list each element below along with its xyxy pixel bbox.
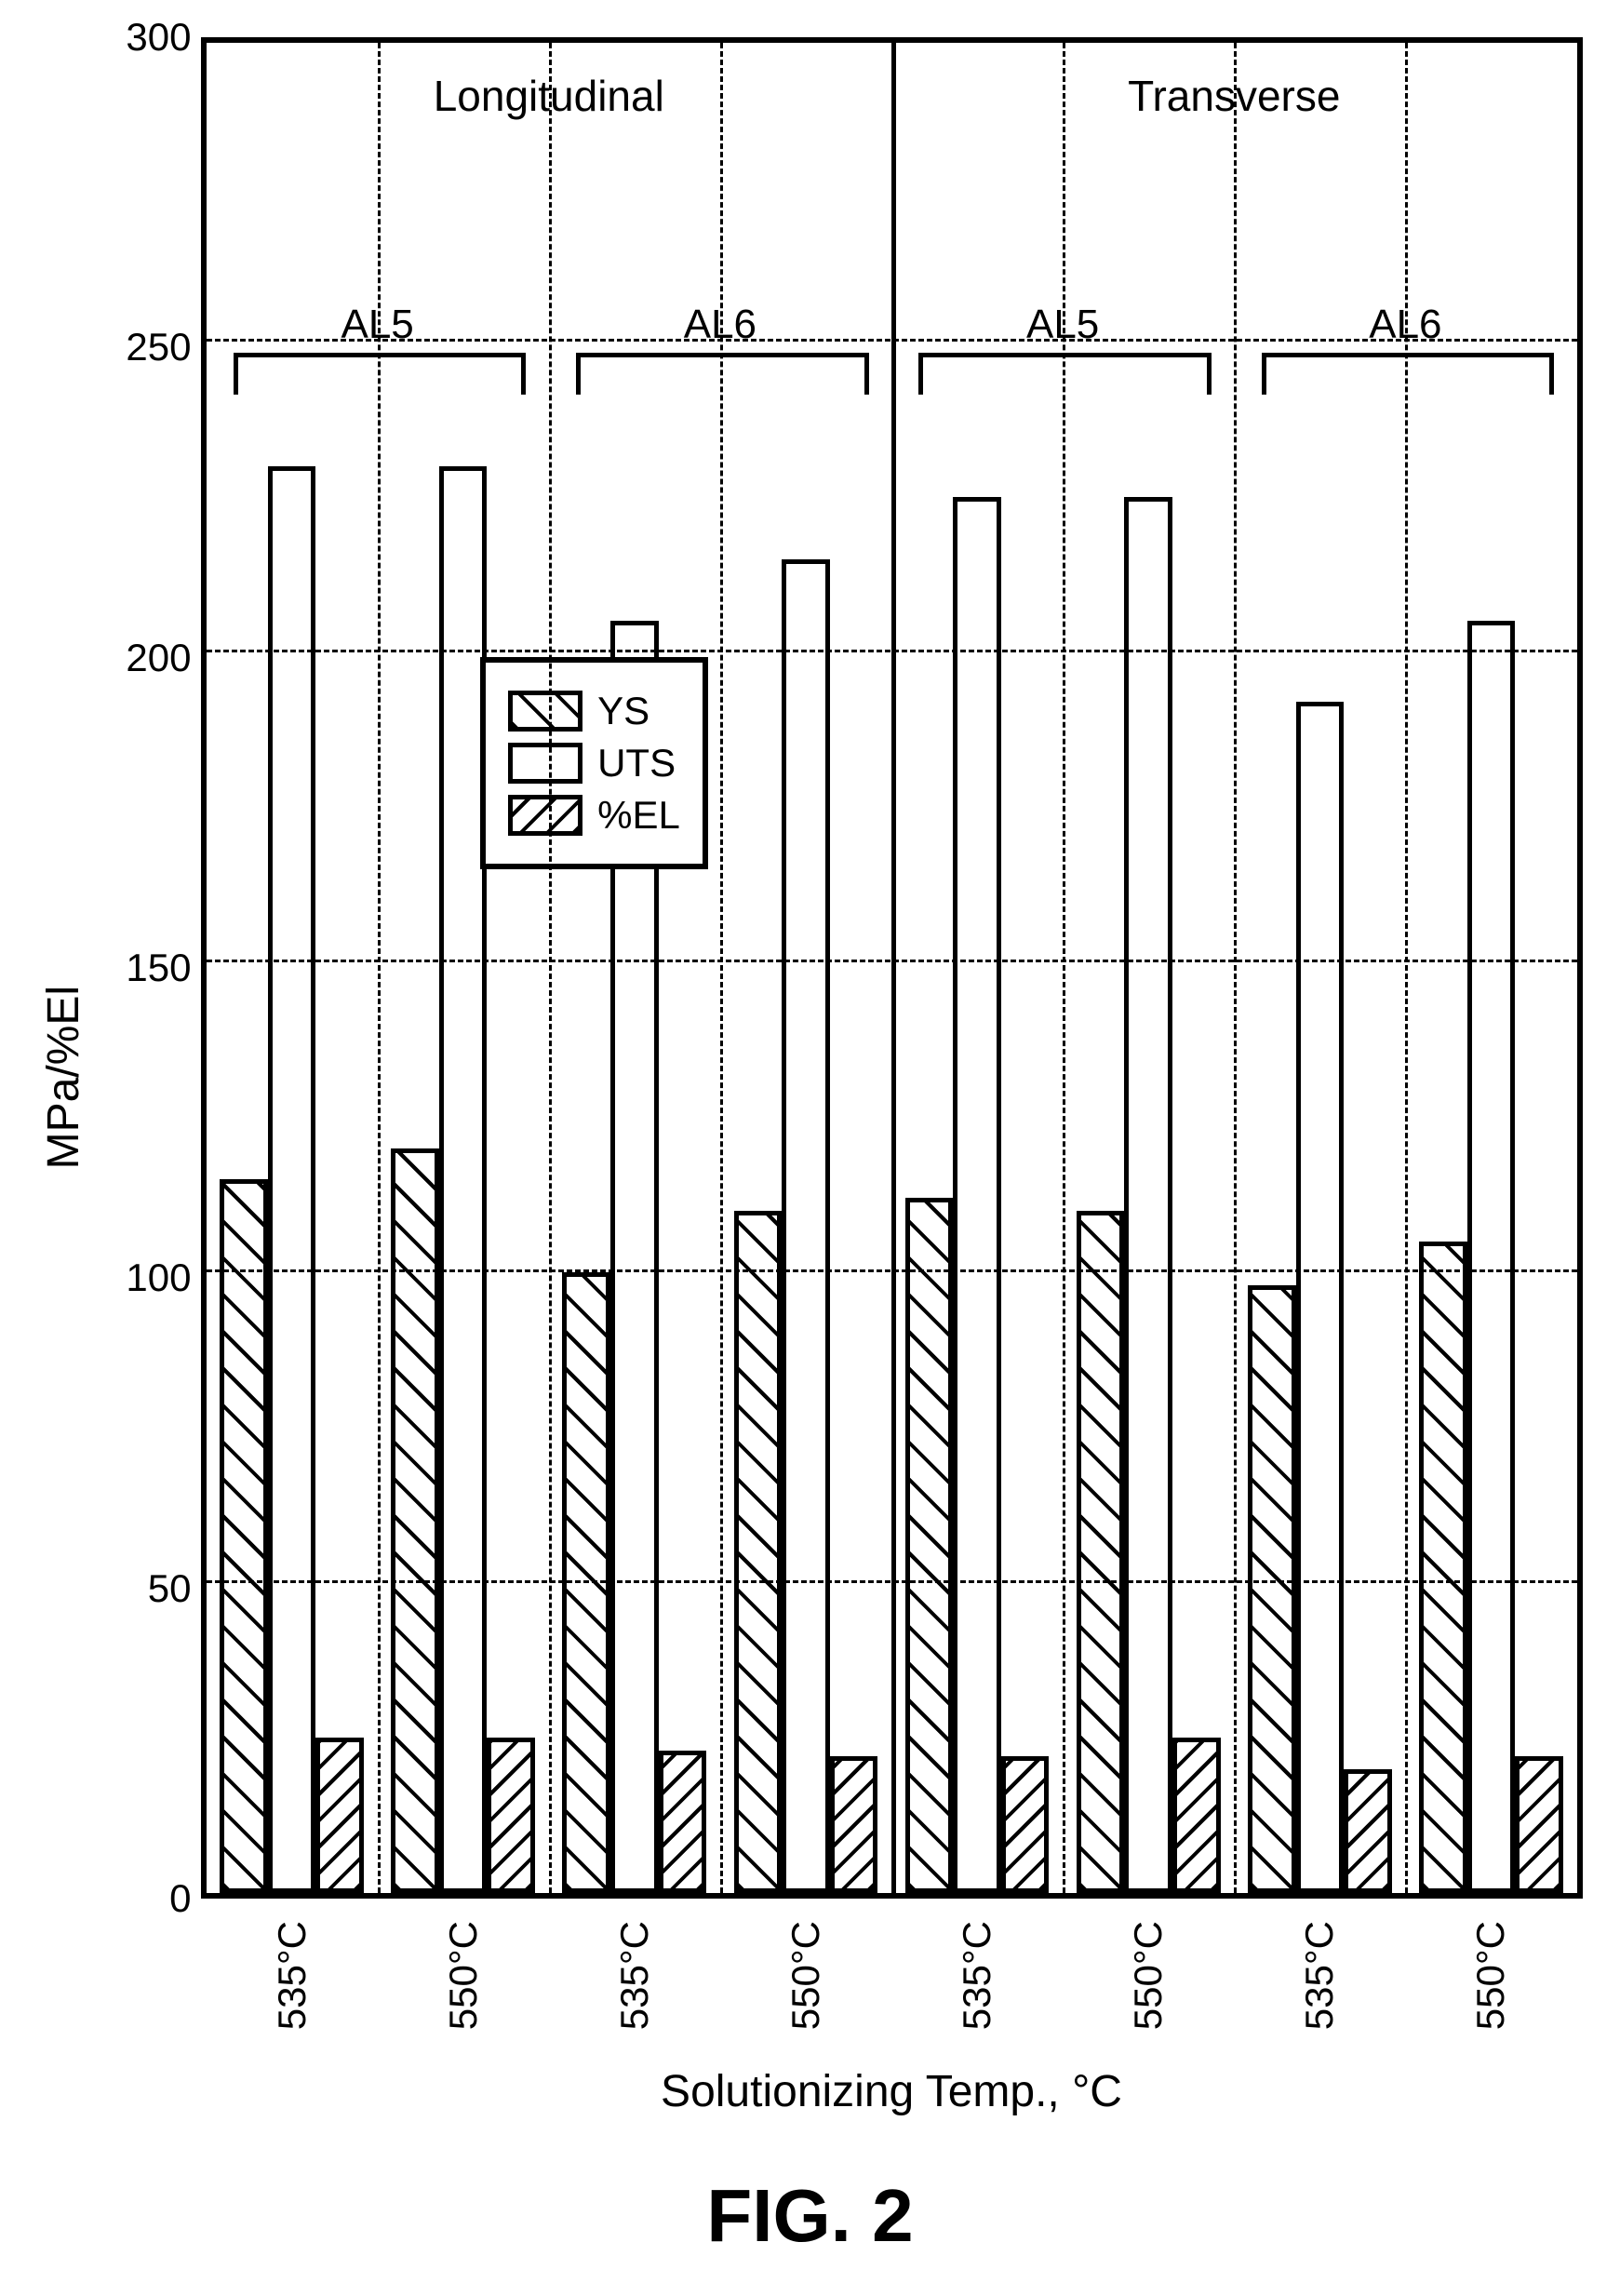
legend-swatch [508, 795, 582, 836]
x-axis-label: Solutionizing Temp., °C [201, 2066, 1583, 2117]
chart-area: 050100150200250300 535°C550°CAL5535°C550… [108, 37, 1583, 2117]
group-divider [378, 43, 381, 1893]
spacer [108, 1899, 201, 2117]
bar-el [1172, 1738, 1221, 1893]
bar-el [1515, 1756, 1563, 1893]
x-tick: 550°C [783, 1921, 828, 2030]
x-tick: 550°C [1468, 1921, 1513, 2030]
bracket-tick [521, 353, 526, 395]
plot-box: 535°C550°CAL5535°C550°CAL6535°C550°CAL55… [201, 37, 1583, 1899]
group-boundary [1234, 43, 1237, 1893]
bar-el [659, 1751, 707, 1893]
group-divider [720, 43, 723, 1893]
legend-label: YS [597, 689, 649, 733]
bracket-tick [864, 353, 869, 395]
y-tick: 150 [108, 946, 192, 990]
figure-caption: FIG. 2 [706, 2173, 913, 2259]
x-tick: 535°C [955, 1921, 999, 2030]
bar-ys [1419, 1242, 1467, 1893]
bar-uts [1124, 497, 1172, 1893]
bar-uts [1467, 621, 1516, 1893]
bracket-tick [1207, 353, 1212, 395]
bracket-tick [234, 353, 238, 395]
x-tick: 550°C [441, 1921, 486, 2030]
bar-uts [953, 497, 1001, 1893]
bar-uts [782, 559, 830, 1893]
legend-row: %EL [508, 793, 680, 838]
bar-el [1001, 1756, 1050, 1893]
bar-ys [1248, 1285, 1296, 1893]
bracket-tick [1262, 353, 1266, 395]
bar-ys [1077, 1211, 1125, 1893]
section-divider [891, 43, 896, 1893]
x-tick: 535°C [270, 1921, 315, 2030]
y-tick: 50 [108, 1566, 192, 1611]
legend-swatch [508, 743, 582, 784]
bar-uts [1296, 702, 1345, 1893]
figure-container: MPa/%El 050100150200250300 535°C550°CAL5… [38, 37, 1583, 2117]
x-tick: 550°C [1126, 1921, 1171, 2030]
bar-ys [905, 1198, 954, 1893]
bar-el [830, 1756, 878, 1893]
bar-el [315, 1738, 364, 1893]
legend-label: UTS [597, 741, 676, 785]
legend-swatch [508, 691, 582, 732]
bar-el [487, 1738, 535, 1893]
bracket-tick [918, 353, 923, 395]
y-tick: 200 [108, 636, 192, 680]
y-axis: 050100150200250300 [108, 37, 201, 1899]
group-boundary [549, 43, 552, 1893]
y-axis-label: MPa/%El [38, 986, 89, 1169]
group-divider [1405, 43, 1408, 1893]
bar-ys [734, 1211, 783, 1893]
y-tick: 0 [108, 1876, 192, 1921]
legend: YS UTS %EL [480, 657, 708, 869]
y-tick: 100 [108, 1255, 192, 1300]
bar-uts [268, 466, 316, 1893]
bar-ys [220, 1179, 268, 1893]
legend-row: YS [508, 689, 680, 733]
bar-ys [562, 1272, 610, 1893]
x-tick: 535°C [612, 1921, 657, 2030]
x-label-row: Solutionizing Temp., °C [108, 1899, 1583, 2117]
bar-el [1344, 1769, 1392, 1893]
bracket-tick [1549, 353, 1554, 395]
plot-row: 050100150200250300 535°C550°CAL5535°C550… [108, 37, 1583, 1899]
bar-ys [391, 1148, 439, 1893]
bracket-tick [576, 353, 581, 395]
legend-label: %EL [597, 793, 680, 838]
group-divider [1063, 43, 1065, 1893]
y-tick: 250 [108, 325, 192, 369]
y-tick: 300 [108, 15, 192, 60]
legend-row: UTS [508, 741, 680, 785]
x-tick: 535°C [1297, 1921, 1342, 2030]
